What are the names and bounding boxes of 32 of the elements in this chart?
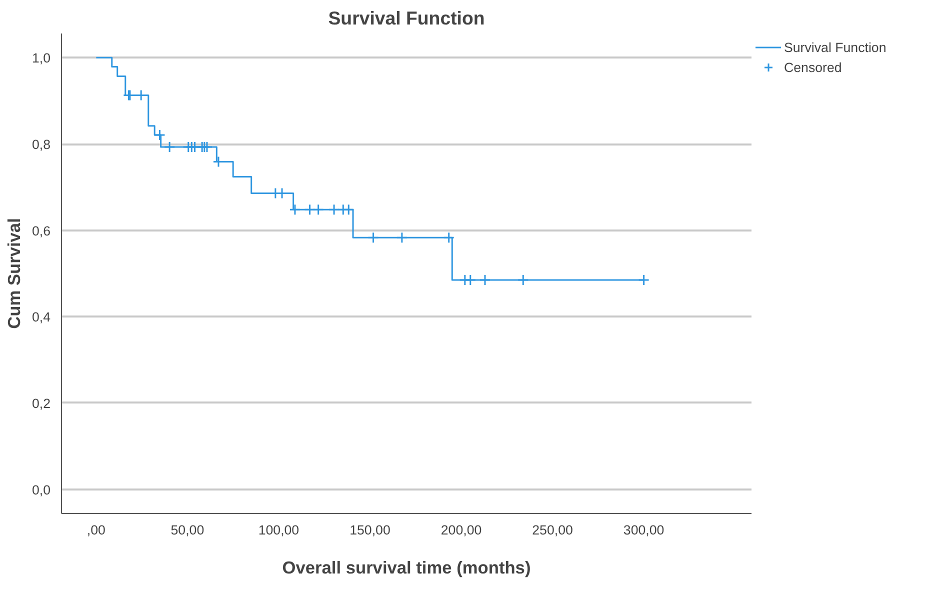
point [479,274,491,286]
y-tick-label: 0,2 [32,396,51,411]
y-tick-label: 0,6 [32,223,51,238]
point [164,141,176,153]
point [443,232,455,244]
y-axis-title: Cum Survival [4,218,24,329]
chart-title: Survival Function [328,8,485,28]
x-axis-title: Overall survival time (months) [282,558,531,578]
point [464,274,476,286]
x-tick-label: 50,00 [170,522,204,538]
x-tick-label: 250,00 [532,522,573,538]
y-tick-label: 1,0 [32,50,51,66]
point [328,204,340,216]
x-tick-label: ,00 [86,522,106,538]
point [638,274,650,286]
point [396,232,408,244]
x-tick-label: 100,00 [258,522,300,538]
x-tick-label: 300,00 [623,522,664,538]
x-tick-label: 150,00 [350,522,390,538]
legend-label: Censored [784,60,842,74]
x-tick-label: 200,00 [440,522,482,538]
point [342,204,354,216]
point [304,204,316,216]
point [517,274,529,286]
y-tick-label: 0,4 [32,310,52,325]
point [312,204,324,216]
point [154,129,166,141]
point [368,232,380,244]
point [289,204,301,216]
legend-label: Survival Function [784,40,886,54]
y-tick-label: 0,8 [32,137,51,152]
y-tick-label: 0,0 [32,482,51,498]
